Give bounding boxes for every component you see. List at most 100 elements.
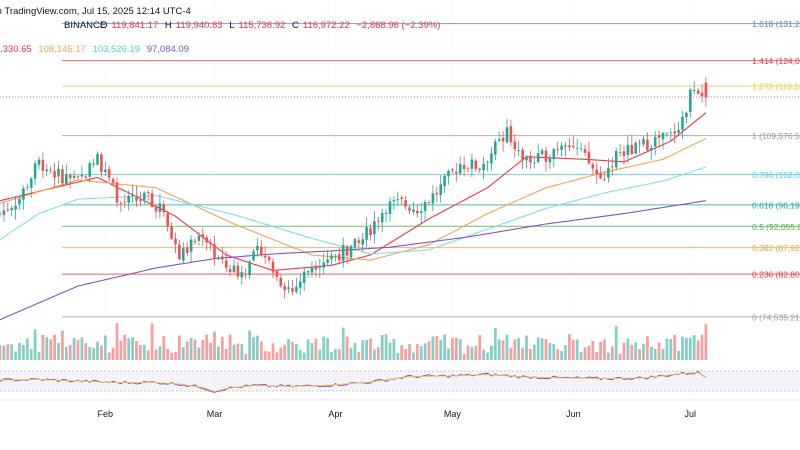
candle-body bbox=[6, 209, 10, 211]
volume-bar bbox=[154, 349, 158, 360]
candle-body bbox=[474, 160, 478, 169]
candle-body bbox=[583, 149, 587, 153]
volume-bar bbox=[103, 335, 107, 360]
candle-body bbox=[244, 273, 247, 275]
volume-bar bbox=[513, 339, 517, 360]
ma-line-3 bbox=[0, 200, 706, 321]
volume-bar bbox=[369, 338, 372, 360]
ma-value-slow: 103,526.19 bbox=[92, 44, 141, 55]
volume-bar bbox=[603, 339, 606, 360]
volume-bar bbox=[497, 339, 501, 360]
candle-body bbox=[306, 271, 310, 273]
candle-body bbox=[302, 271, 306, 283]
candle-body bbox=[22, 188, 25, 200]
volume-bar bbox=[408, 344, 411, 360]
close-value: 116,972.22 bbox=[302, 20, 350, 31]
volume-bar bbox=[100, 345, 103, 360]
candle-body bbox=[673, 131, 676, 134]
ohlc-values: O 119,841.17 H 119,940.83 L 115,736.92 C 116… bbox=[100, 20, 441, 31]
low-value: 115,736.92 bbox=[238, 20, 286, 31]
candle-body bbox=[76, 176, 80, 178]
volume-bar bbox=[267, 351, 271, 360]
high-value: 119,940.83 bbox=[175, 20, 223, 31]
open-value: 119,841.17 bbox=[111, 20, 159, 31]
candle-body bbox=[357, 240, 361, 244]
volume-bar bbox=[474, 346, 478, 360]
candle-body bbox=[287, 287, 290, 289]
volume-bar bbox=[275, 352, 279, 360]
rsi-pane bbox=[0, 370, 800, 393]
volume-bar bbox=[681, 336, 684, 360]
volume-bar bbox=[556, 349, 560, 360]
candle-body bbox=[591, 164, 595, 169]
volume-bar bbox=[478, 335, 482, 360]
volume-bar bbox=[380, 335, 384, 360]
volume-bar bbox=[646, 336, 649, 360]
candle-body bbox=[572, 145, 575, 147]
volume-bar bbox=[68, 344, 72, 360]
x-axis-label: Mar bbox=[207, 409, 223, 419]
moving-average-legend: ,330.65 108,145.17 103,526.19 97,084.09 bbox=[0, 44, 193, 55]
candle-body bbox=[568, 145, 571, 148]
volume-bar bbox=[41, 334, 45, 360]
volume-bar bbox=[310, 343, 314, 360]
volume-bar bbox=[423, 343, 427, 360]
candle-body bbox=[579, 148, 583, 150]
volume-bar bbox=[415, 343, 419, 360]
volume-bar bbox=[540, 338, 544, 360]
candle-body bbox=[0, 213, 2, 215]
candle-body bbox=[326, 259, 329, 263]
candle-body bbox=[349, 245, 353, 258]
candle-body bbox=[150, 193, 154, 207]
volume-bar bbox=[439, 339, 443, 360]
volume-bar bbox=[37, 352, 41, 360]
volume-bar bbox=[564, 345, 567, 360]
candle-body bbox=[61, 169, 64, 184]
volume-bar bbox=[544, 338, 548, 360]
volume-bar bbox=[529, 348, 532, 360]
volume-bar bbox=[209, 342, 212, 360]
volume-bar bbox=[626, 338, 630, 360]
candle-body bbox=[513, 141, 517, 150]
volume-bar bbox=[552, 344, 556, 360]
chart-header-ohlc: th TradingView.com, Jul 15, 2025 12:14 U… bbox=[0, 6, 254, 17]
candle-body bbox=[435, 192, 439, 195]
candle-body bbox=[209, 243, 212, 245]
candle-body bbox=[638, 142, 641, 144]
x-axis-label: Apr bbox=[328, 409, 342, 419]
candle-body bbox=[92, 163, 95, 165]
volume-bar bbox=[548, 343, 552, 360]
candle-body bbox=[33, 163, 37, 179]
candle-body bbox=[427, 202, 431, 203]
volume-bar bbox=[525, 335, 528, 360]
volume-bar bbox=[295, 344, 298, 360]
candle-body bbox=[260, 246, 263, 256]
volume-bar bbox=[447, 348, 450, 360]
candle-body bbox=[525, 157, 528, 161]
volume-bar bbox=[357, 352, 361, 360]
volume-bar bbox=[575, 339, 579, 360]
volume-bar bbox=[349, 348, 353, 360]
candle-body bbox=[533, 162, 536, 164]
volume-bar bbox=[107, 352, 111, 360]
candle-body bbox=[653, 136, 657, 147]
candle-body bbox=[65, 174, 68, 184]
candle-body bbox=[521, 149, 524, 161]
candle-body bbox=[482, 163, 485, 171]
volume-bar bbox=[700, 334, 704, 360]
candle-body bbox=[696, 90, 700, 94]
volume-bar bbox=[688, 337, 692, 360]
candle-body bbox=[330, 255, 333, 260]
volume-bar bbox=[451, 338, 454, 360]
candle-body bbox=[462, 164, 466, 169]
candle-body bbox=[431, 193, 435, 204]
volume-bar bbox=[279, 347, 283, 360]
candle-body bbox=[127, 195, 130, 203]
candle-body bbox=[400, 197, 403, 200]
candle-body bbox=[158, 203, 162, 213]
candle-body bbox=[408, 207, 411, 211]
volume-bar bbox=[345, 336, 349, 360]
candle-body bbox=[143, 192, 146, 200]
volume-bar bbox=[14, 351, 17, 360]
